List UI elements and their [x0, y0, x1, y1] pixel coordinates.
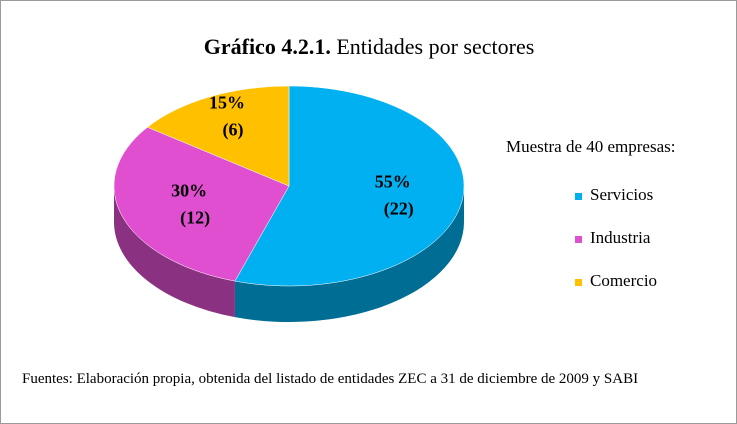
legend-title: Muestra de 40 empresas: [506, 137, 675, 156]
chart-title-group: Gráfico 4.2.1. Entidades por sectores [204, 34, 535, 59]
legend-label: Comercio [590, 271, 657, 290]
legend-label: Industria [590, 228, 651, 247]
slice-side [234, 186, 464, 322]
data-label: (22) [384, 199, 414, 220]
data-label: (12) [180, 208, 210, 229]
legend-swatch [575, 236, 582, 243]
legend-label: Servicios [590, 185, 653, 204]
slice [146, 85, 290, 187]
legend-swatch [575, 193, 582, 200]
chart-title: Gráfico 4.2.1. [204, 34, 331, 59]
data-label: (6) [223, 120, 244, 141]
footnote: Fuentes: Elaboración propia, obtenida de… [22, 371, 639, 387]
chart-subtitle: Entidades por sectores [336, 34, 534, 59]
data-label: 30% [171, 181, 207, 201]
slice [234, 85, 465, 287]
slice-side [114, 186, 235, 318]
data-label: 55% [375, 172, 411, 192]
data-label: 15% [209, 93, 245, 113]
slice [113, 126, 290, 282]
legend-swatch [575, 279, 582, 286]
